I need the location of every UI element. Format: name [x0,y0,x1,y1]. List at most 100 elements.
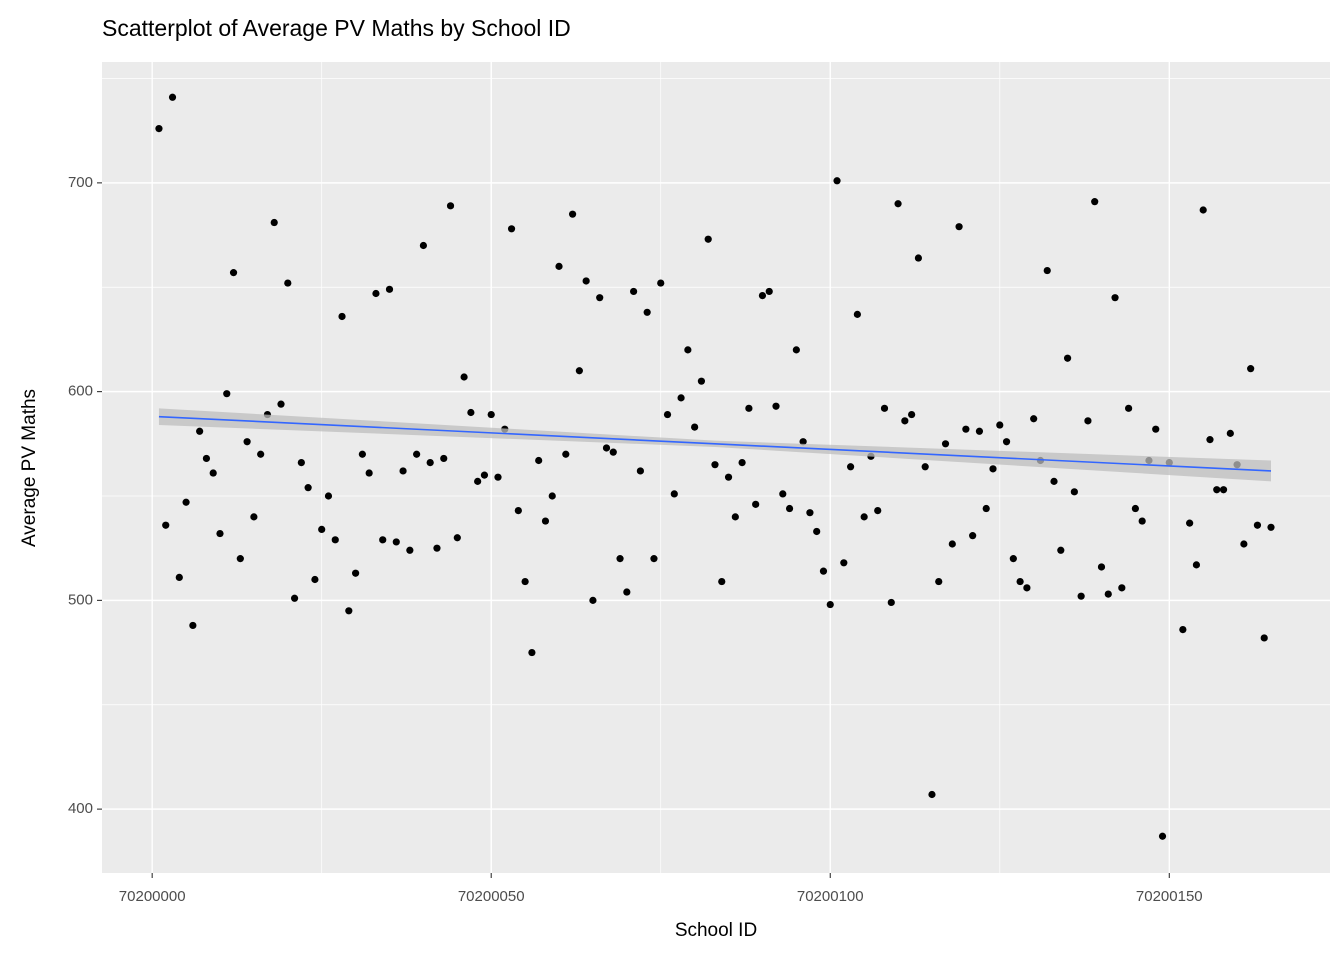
point [1063,354,1072,362]
point [704,235,712,243]
point [1260,634,1268,642]
point [155,124,163,133]
point [813,527,821,536]
point [589,596,597,604]
point [596,294,604,302]
point [229,269,238,277]
point [657,279,665,287]
point [697,377,706,385]
point [216,529,224,538]
point [955,223,963,231]
point [372,289,380,298]
point [948,540,956,548]
point [1057,546,1065,554]
point [1247,365,1255,373]
point [440,454,448,463]
point [365,469,373,477]
point [1091,198,1099,206]
point [894,200,902,208]
point [989,465,997,473]
point [643,308,651,316]
point [745,404,753,412]
point [1267,523,1275,531]
x-tick-label: 70200100 [797,888,864,905]
point [623,588,631,596]
point [833,177,841,185]
point [684,346,692,354]
point [616,555,624,563]
point [196,427,204,435]
point [168,93,177,101]
point [901,417,909,425]
point [1016,577,1024,586]
point [969,532,977,540]
point [996,421,1004,429]
point [514,507,522,515]
point [474,477,482,485]
point [175,573,183,582]
point [718,577,726,586]
point [982,504,990,513]
x-axis-title: School ID [675,920,757,941]
point [880,404,889,412]
point [480,471,489,479]
point [846,463,855,471]
point [840,559,848,567]
point [908,410,916,419]
point [379,536,387,544]
point [914,254,923,262]
point [467,408,475,417]
point [1009,555,1017,563]
point [460,373,468,381]
y-tick-label: 700 [68,174,93,191]
point [413,450,421,458]
point [874,507,882,515]
point [1104,590,1112,598]
y-tick-label: 500 [68,591,93,608]
point [758,291,767,300]
point [921,463,929,471]
point [541,517,550,525]
point [1118,584,1126,592]
point [826,600,834,609]
point [202,454,211,463]
point [311,575,319,584]
point [806,509,814,517]
point [507,225,516,233]
y-tick-label: 600 [68,383,93,400]
x-tick-label: 70200150 [1136,888,1203,905]
point [433,544,441,552]
point [860,513,868,521]
point [297,458,305,467]
point [1084,417,1092,425]
point [819,567,828,575]
point [318,525,326,533]
point [494,473,502,481]
point [785,504,794,513]
point [243,438,251,446]
point [352,569,360,577]
chart-title: Scatterplot of Average PV Maths by Schoo… [102,15,571,41]
point [575,367,583,375]
point [392,538,400,546]
point [1131,504,1139,513]
point [887,598,895,607]
point [182,498,190,506]
point [453,534,461,542]
point [358,450,366,458]
point [548,492,556,500]
point [426,458,434,467]
point [582,277,590,285]
point [304,484,312,492]
point [338,312,346,321]
point [738,458,746,467]
point [399,467,407,475]
point [1043,266,1051,275]
x-tick-label: 70200000 [119,888,186,905]
point [928,790,936,799]
point [324,492,333,500]
point [345,607,353,615]
point [555,262,563,270]
point [630,287,638,296]
point [568,210,577,218]
